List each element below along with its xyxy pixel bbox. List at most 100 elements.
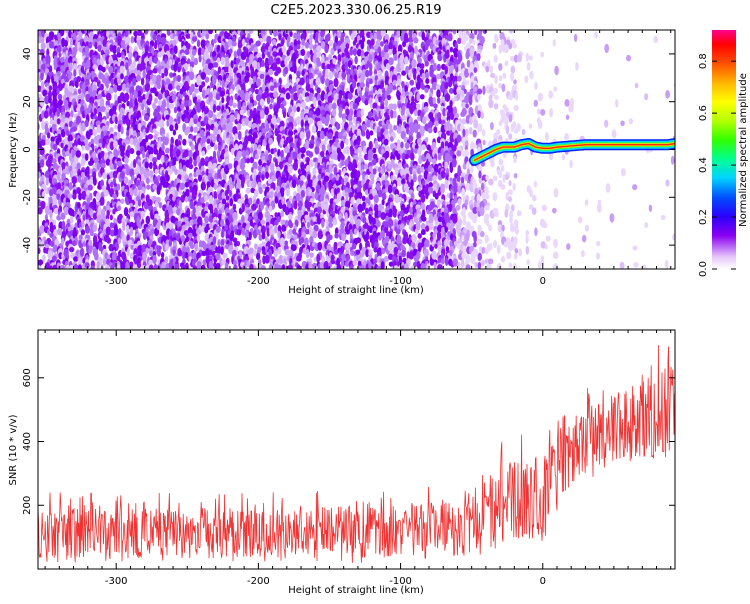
figure-title: C2E5.2023.330.06.25.R19 [270,3,441,18]
spectrogram-cell [417,146,422,156]
spectrogram-cell [261,59,265,68]
spectrogram-cell [44,95,50,105]
spectrogram-cell [169,222,174,230]
spectrogram-cell [154,97,158,104]
spectrogram-cell [296,106,301,113]
spectrogram-cell [56,71,61,77]
spectrogram-cell [168,207,174,216]
spectrogram-cell [428,222,434,231]
spectrogram-cell [317,230,324,240]
spectrogram-cell [401,114,408,121]
spectrogram-cell [173,45,178,55]
spectrogram-cell [213,144,218,151]
spectrogram-cell [192,265,198,269]
spectrogram-cell [332,57,337,65]
spectrogram-cell [292,105,297,113]
spectrogram-cell [126,234,130,242]
spectrogram-cell [277,246,282,255]
spectrogram-cell [337,192,342,202]
spectrogram-cell [239,162,246,171]
spectrogram-cell [420,193,426,204]
spectrogram-cell [213,56,217,62]
spectrogram-cell [360,40,365,50]
spectrogram-cell [204,195,208,202]
spectrogram-cell [148,264,154,269]
spectrogram-cell [293,234,298,241]
spectrogram-cell [205,33,209,40]
spectrogram-cell [105,158,111,166]
spectrogram-cell [421,72,425,81]
spectrogram-cell [169,103,175,109]
spectrogram-cell [132,60,136,69]
spectrogram-cell [300,119,304,128]
spectrogram-cell [179,182,185,191]
spectrogram-cell [268,205,273,213]
spectrogram-cell [425,78,430,84]
spectrogram-cell [396,30,401,39]
spectrogram-cell [411,233,417,243]
spectrogram-cell [88,239,93,247]
spectrogram-cell [68,115,73,122]
spectrogram-cell [168,83,173,91]
spectrogram-cell [245,187,251,194]
spectrogram-cell [300,146,306,154]
spectrogram-cell [120,150,125,157]
spectrogram-cell [255,40,261,47]
spectrogram-cell [137,122,142,133]
spectrogram-cell [156,196,161,203]
spectrogram-cell [45,138,50,146]
spectrogram-cell [153,263,158,269]
spectrogram-cell [421,216,427,222]
spectrogram-cell [89,96,95,106]
spectrogram-cell [151,47,155,56]
spectrogram-cell [193,88,199,94]
spectrogram-cell [328,261,332,269]
spectrogram-cell [395,228,401,235]
spectrogram-cell [68,62,73,72]
spectrogram-cell [88,41,93,49]
spectrogram-cell [108,65,114,75]
spectrogram-cell [201,202,206,209]
spectrogram-cell [172,129,177,136]
spectrogram-cell [176,57,181,63]
spectrogram-cell [126,100,130,107]
spectrogram-cell [77,257,83,267]
spectrogram-cell [393,265,398,269]
spectrogram-cell [288,228,293,236]
spectrogram-cell [380,104,385,110]
spectrogram-cell [77,88,82,95]
spectrogram-cell [268,137,273,145]
spectrogram-cell [392,79,397,86]
spectrogram-cell [137,30,143,37]
spectrogram-cell [157,93,163,100]
spectrogram-cell [65,129,70,137]
spectrogram-cell [153,148,159,155]
spectrogram-cell [112,44,117,55]
spectrogram-cell [393,110,397,119]
spectrogram-cell [309,252,314,259]
spectrogram-cell [126,248,131,257]
spectrogram-cell [84,262,90,269]
spectrogram-cell [283,66,289,75]
spectrogram-cell [145,127,150,134]
spectrogram-cell [81,190,87,200]
spectrogram-cell [174,263,180,269]
spectrogram-cell [287,165,293,174]
spectrogram-cell [56,108,61,117]
spectrogram-cell [357,139,361,146]
spectrogram-cell [383,138,389,146]
spectrogram-cell [100,57,105,66]
spectrogram-cell [147,199,153,207]
spectrogram-cell [281,46,286,54]
spectrogram-cell [99,196,105,206]
spectrogram-cell [164,84,169,92]
spectrogram-cell [102,172,108,180]
spectrogram-cell [147,133,154,140]
spectrogram-cell [196,260,202,269]
spectrogram-cell [274,225,278,234]
spectrogram-cell [91,89,97,98]
spectrogram-cell [212,236,217,245]
spectrogram-cell [89,209,94,218]
spectrogram-cell [123,176,129,185]
spectrogram-cell [392,103,397,110]
